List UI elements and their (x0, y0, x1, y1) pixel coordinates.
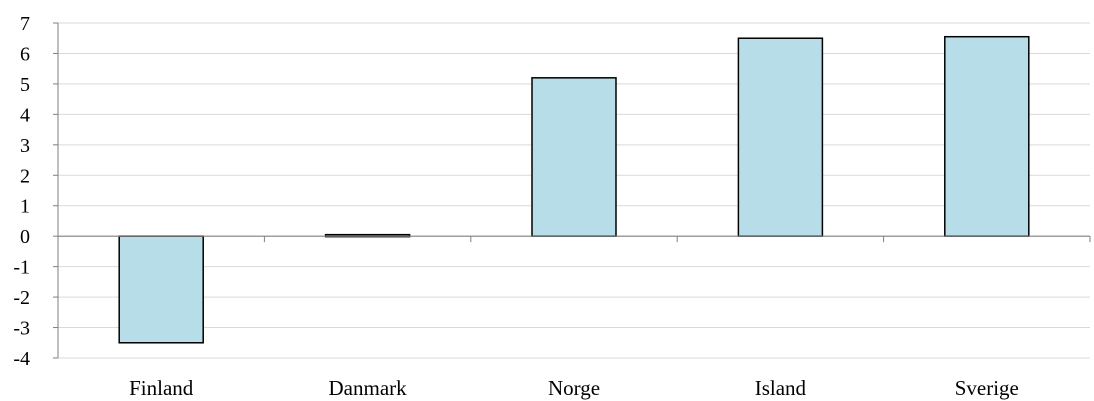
labels: 7 6 5 4 3 2 1 0 -1 -2 -3 -4 Finland Danmark Norge Islan… (13, 13, 1019, 400)
axes (53, 22, 1091, 359)
bar-norge (531, 77, 617, 237)
x-category-label: Island (755, 376, 807, 400)
y-tick-label: 2 (20, 165, 30, 187)
y-tick-label: -3 (13, 318, 30, 340)
bar-island (737, 37, 824, 237)
x-category-label: Sverige (955, 376, 1019, 400)
y-tick-label: 6 (20, 43, 30, 65)
y-tick-label: 7 (20, 13, 30, 35)
bar-sverige (944, 35, 1030, 237)
bars (118, 35, 1030, 344)
y-tick-label: 3 (20, 135, 30, 157)
y-tick-label: 0 (20, 226, 30, 248)
y-tick-label: 5 (20, 74, 30, 96)
bar-finland (118, 235, 204, 344)
x-category-label: Norge (548, 376, 600, 400)
y-tick-label: 1 (20, 196, 30, 218)
x-category-label: Danmark (329, 376, 408, 400)
y-tick-label: -2 (13, 287, 30, 309)
y-tick-label: 4 (20, 104, 30, 126)
y-tick-label: -1 (13, 257, 30, 279)
y-tick-label: -4 (13, 348, 30, 370)
x-category-label: Finland (129, 376, 194, 400)
